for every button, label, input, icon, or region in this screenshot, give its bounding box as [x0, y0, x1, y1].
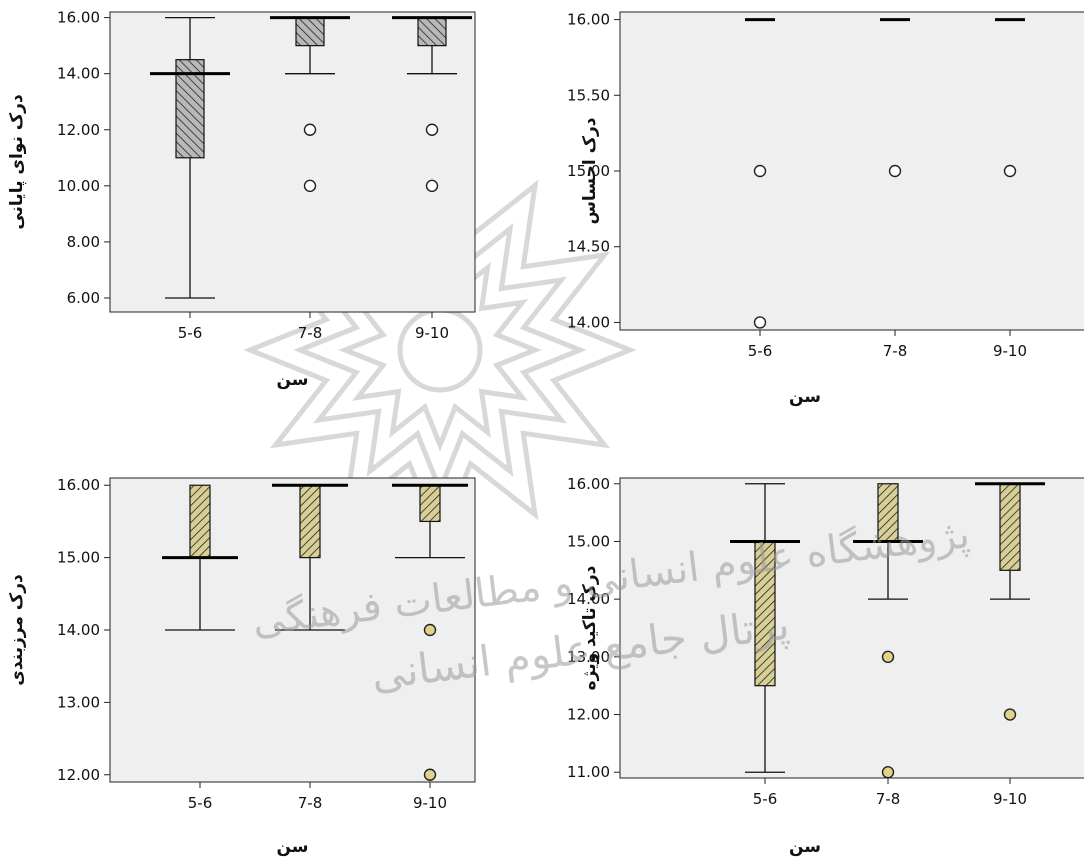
x-tick-label: 9-10: [993, 790, 1027, 808]
y-axis-title: درک تاکید ویژه: [580, 565, 600, 690]
plot-area: [109, 11, 476, 313]
x-tick-label: 5-6: [748, 342, 773, 360]
y-tick-label: 8.00: [67, 233, 100, 251]
x-tick-label: 5-6: [753, 790, 778, 808]
y-tick-label: 15.00: [567, 532, 610, 550]
box-iqr: [175, 59, 205, 159]
outlier-point: [753, 164, 767, 178]
outlier-point: [423, 768, 437, 781]
x-axis-title: سن: [276, 837, 308, 857]
y-tick-label: 13.00: [567, 648, 610, 666]
y-tick-label: 12.00: [57, 121, 100, 139]
box-iqr: [295, 17, 325, 47]
x-axis-title: سن: [789, 387, 821, 407]
box-iqr: [877, 483, 899, 543]
y-tick-label: 6.00: [67, 289, 100, 307]
y-axis-title: درک مرزبندی: [7, 574, 27, 686]
outlier-point: [423, 623, 437, 637]
box-iqr: [754, 540, 776, 687]
outlier-point: [881, 766, 895, 779]
box-iqr: [419, 484, 441, 523]
box-iqr: [417, 17, 447, 47]
y-tick-label: 10.00: [57, 177, 100, 195]
y-tick-label: 15.00: [567, 162, 610, 180]
outlier-point: [425, 179, 439, 193]
outlier-point: [303, 179, 317, 193]
y-tick-label: 16.00: [57, 9, 100, 27]
x-tick-label: 9-10: [413, 794, 447, 812]
y-tick-label: 16.00: [567, 475, 610, 493]
outlier-point: [881, 650, 895, 664]
x-axis-title: سن: [789, 837, 821, 857]
box-iqr: [299, 484, 321, 559]
y-tick-label: 14.00: [567, 590, 610, 608]
y-tick-label: 13.00: [57, 693, 100, 711]
panel-bottom-left: 12.00 13.00 14.00 15.00 16.00 5-6 7-8 9-10 سن درک…: [7, 476, 476, 857]
y-tick-label: 16.00: [567, 11, 610, 29]
outlier-point: [753, 316, 767, 329]
y-tick-label: 14.00: [57, 621, 100, 639]
outlier-point: [1003, 164, 1017, 178]
x-tick-label: 5-6: [188, 794, 213, 812]
x-tick-label: 9-10: [993, 342, 1027, 360]
x-tick-label: 9-10: [415, 324, 449, 342]
y-tick-label: 16.00: [57, 476, 100, 494]
panel-top-left: 6.00 8.00 10.00 12.00 14.00 16.00 5-6 7-8 9-10 سن…: [7, 9, 476, 390]
y-tick-label: 11.00: [567, 763, 610, 781]
x-axis-title: سن: [276, 370, 308, 390]
x-tick-label: 7-8: [883, 342, 908, 360]
y-tick-label: 15.50: [567, 86, 610, 104]
y-tick-label: 12.00: [567, 706, 610, 724]
box-iqr: [189, 484, 211, 559]
box-iqr: [999, 483, 1021, 571]
y-axis-title: درک نوای پایانی: [7, 94, 27, 230]
x-tick-label: 7-8: [298, 794, 323, 812]
y-tick-label: 14.00: [567, 313, 610, 331]
outlier-point: [888, 164, 902, 178]
x-tick-label: 7-8: [876, 790, 901, 808]
panel-bottom-right: 11.00 12.00 13.00 14.00 15.00 16.00 5-6 7-8 9-10…: [567, 475, 1084, 857]
y-tick-label: 12.00: [57, 766, 100, 784]
y-tick-label: 14.00: [57, 65, 100, 83]
y-tick-label: 15.00: [57, 549, 100, 567]
outlier-point: [303, 123, 317, 136]
outlier-point: [425, 123, 439, 136]
x-tick-label: 5-6: [178, 324, 203, 342]
y-axis-title: درک احساس: [580, 117, 600, 224]
panel-top-right: 14.00 14.50 15.00 15.50 16.00 5-6 7-8 9-10 سن درک…: [567, 11, 1084, 407]
outlier-point: [1003, 708, 1017, 721]
x-tick-label: 7-8: [298, 324, 323, 342]
y-tick-label: 14.50: [567, 238, 610, 256]
